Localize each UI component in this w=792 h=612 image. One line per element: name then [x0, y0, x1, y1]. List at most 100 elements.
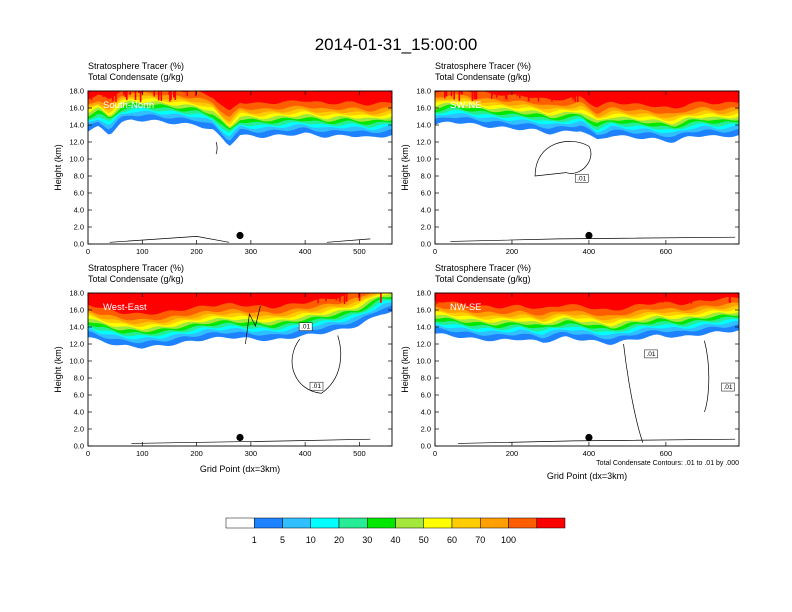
y-tick-label: 8.0: [74, 374, 84, 383]
tracer-spike: [661, 293, 664, 303]
y-tick-label: 6.0: [74, 391, 84, 400]
tracer-spike: [112, 91, 115, 94]
contour-label-box: [298, 322, 313, 331]
tracer-spike: [495, 91, 498, 98]
tracer-spike: [690, 293, 693, 304]
y-tick-label: 2.0: [74, 425, 84, 434]
x-axis-label: Grid Point (dx=3km): [200, 464, 280, 474]
tracer-spike: [568, 91, 571, 94]
tracer-spike: [335, 293, 338, 301]
tracer-spike: [238, 91, 240, 94]
tracer-spike: [486, 293, 489, 303]
tracer-spike: [534, 293, 537, 300]
tracer-spike: [380, 293, 382, 303]
y-tick-label: 12.0: [416, 340, 431, 349]
tracer-spike: [677, 293, 679, 299]
condensate-contour: [450, 236, 736, 242]
y-tick-label: 2.0: [421, 425, 431, 434]
tracer-spike: [107, 91, 110, 97]
contour-label: .01: [312, 383, 321, 390]
tracer-spike: [529, 293, 532, 304]
tracer-spike: [490, 91, 493, 99]
panel-nw-se: Stratosphere Tracer (%)Total Condensate …: [400, 263, 740, 481]
tracer-spike: [686, 293, 689, 304]
tracer-spike: [224, 293, 227, 303]
y-tick-label: 8.0: [74, 172, 84, 181]
tracer-spike: [553, 91, 556, 94]
condensate-contour: [109, 235, 230, 243]
tracer-spike: [231, 91, 233, 96]
tracer-spike: [215, 91, 217, 98]
tracer-spike: [706, 91, 709, 99]
tracer-spike: [599, 91, 601, 102]
y-tick-label: 16.0: [69, 306, 84, 315]
x-tick-label: 400: [583, 449, 596, 458]
tracer-spike: [194, 91, 197, 97]
tracer-spike: [158, 91, 160, 96]
tracer-spike: [440, 293, 443, 297]
tracer-spike: [698, 293, 701, 299]
contour-label: .01: [723, 384, 732, 391]
colorbar-label: 10: [306, 535, 316, 545]
panel-header-tracer: Stratosphere Tracer (%): [435, 263, 531, 273]
tracer-spike: [139, 91, 141, 94]
colorbar-box: [395, 517, 424, 529]
tracer-spike: [126, 91, 128, 101]
y-tick-label: 18.0: [69, 289, 84, 298]
colorbar-box: [508, 517, 537, 529]
tracer-spike: [295, 91, 297, 99]
panel-label: NW-SE: [450, 302, 482, 313]
tracer-spike: [160, 91, 163, 101]
tracer-spike: [714, 91, 717, 99]
tracer-spike: [558, 91, 560, 95]
colorbar-label: 30: [362, 535, 372, 545]
tracer-spike: [239, 91, 242, 96]
colorbar-box: [451, 517, 481, 529]
tracer-spike: [196, 293, 199, 302]
tracer-spike: [636, 91, 638, 98]
tracer-spike: [223, 91, 226, 96]
x-tick-label: 400: [299, 247, 312, 256]
tracer-spike: [254, 91, 256, 96]
tracer-spike: [657, 91, 660, 98]
condensate-contour: [458, 438, 736, 444]
condensate-contour: [215, 141, 218, 155]
tracer-spike: [577, 293, 580, 299]
tracer-spike: [471, 91, 474, 102]
tracer-spike: [551, 293, 554, 303]
colorbar-label: 5: [280, 535, 285, 545]
tracer-spike: [115, 91, 117, 102]
tracer-spike: [344, 91, 346, 95]
tracer-spike: [480, 293, 482, 297]
condensate-contour: [623, 343, 644, 443]
y-tick-label: 2.0: [74, 223, 84, 232]
tracer-spike: [138, 293, 141, 295]
panel-header-condensate: Total Condensate (g/kg): [435, 72, 531, 82]
colorbar-box: [225, 517, 255, 529]
tracer-spike: [228, 293, 230, 303]
tracer-spike: [308, 293, 310, 298]
tracer-spike: [276, 293, 278, 296]
tracer-spike: [279, 293, 282, 299]
tracer-spike: [531, 293, 533, 298]
tracer-spike: [345, 293, 348, 302]
y-tick-label: 12.0: [69, 340, 84, 349]
tracer-spike: [704, 91, 707, 102]
colorbar-box: [310, 517, 340, 529]
y-tick-label: 0.0: [74, 240, 84, 249]
tracer-spike: [266, 293, 268, 301]
x-tick-label: 400: [583, 247, 596, 256]
tracer-spike: [288, 91, 291, 101]
condensate-contour: [534, 141, 592, 177]
plot-area: [88, 91, 392, 244]
tracer-spike: [129, 91, 131, 95]
colorbar-label: 1: [252, 535, 257, 545]
y-tick-label: 6.0: [421, 189, 431, 198]
y-tick-label: 14.0: [416, 323, 431, 332]
tracer-spike: [475, 293, 478, 296]
y-tick-label: 14.0: [69, 121, 84, 130]
colorbar-label: 20: [334, 535, 344, 545]
tracer-spike: [234, 293, 237, 298]
tracer-spike: [373, 91, 376, 102]
x-tick-label: 0: [433, 247, 437, 256]
